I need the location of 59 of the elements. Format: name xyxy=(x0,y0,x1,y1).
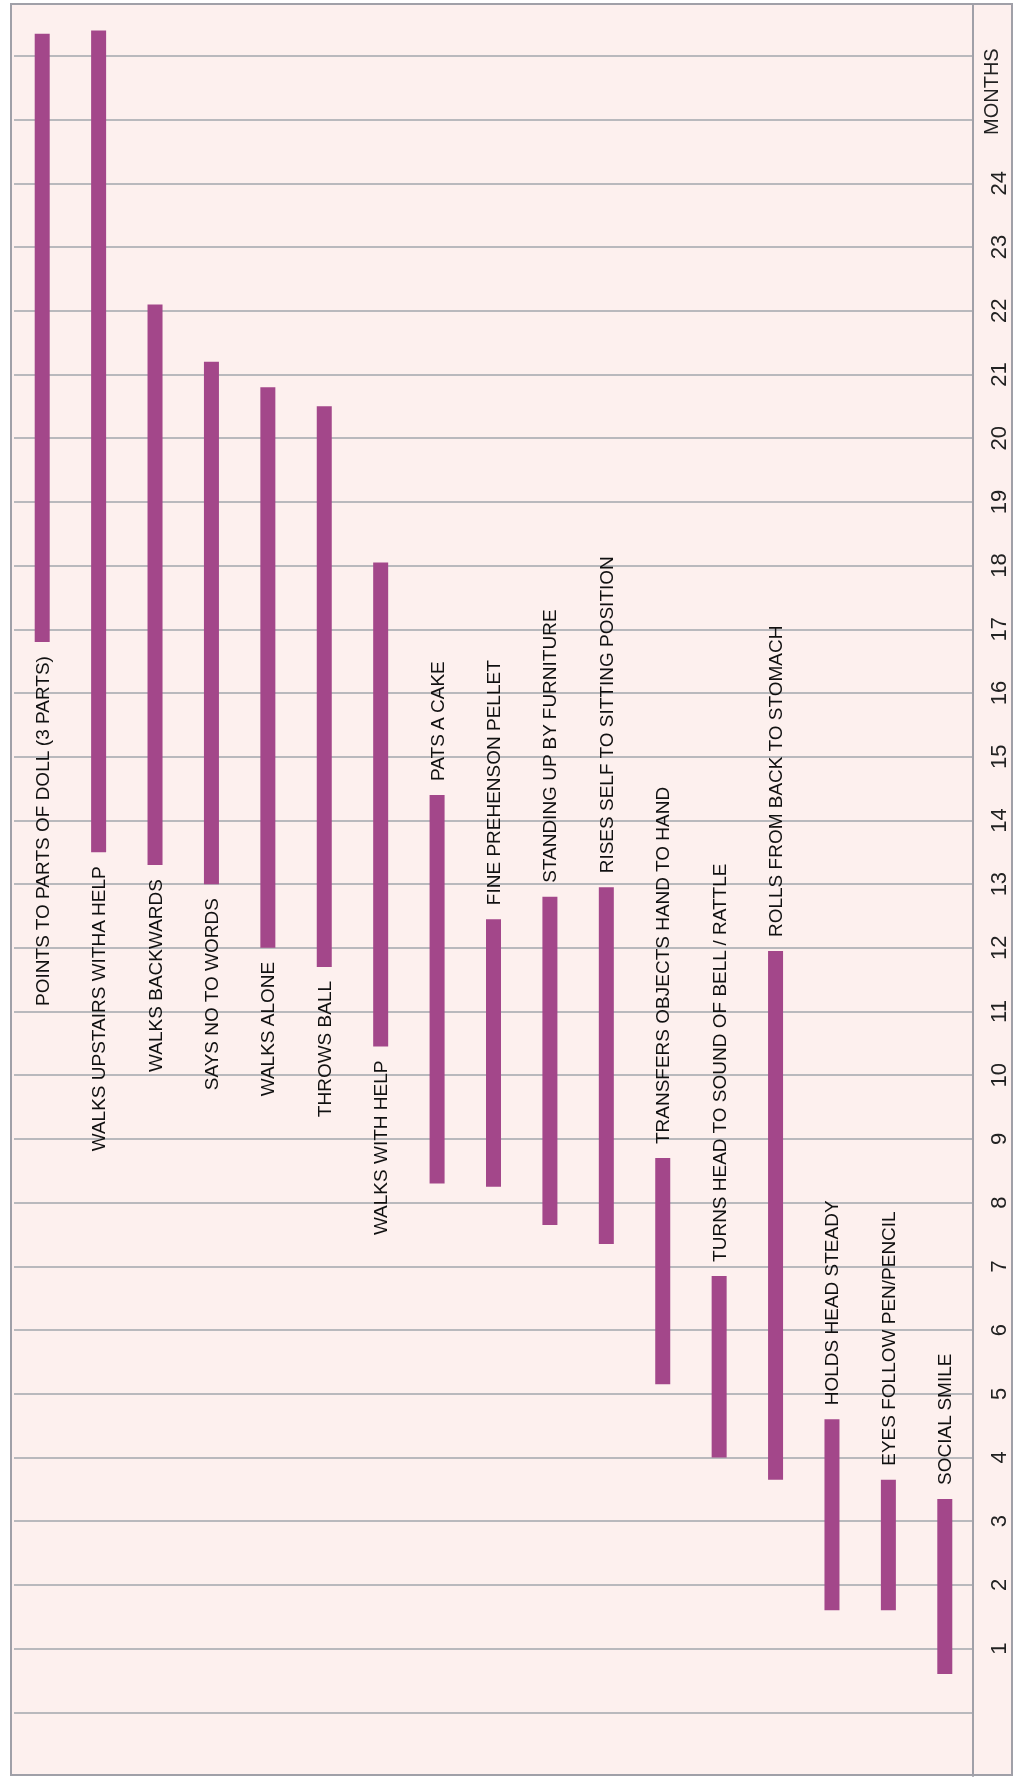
x-tick-label: TRANSFERS OBJECTS HAND TO HAND xyxy=(652,786,674,1145)
y-tick-label: 6 xyxy=(985,1323,1011,1337)
x-tick-label: POINTS TO PARTS OF DOLL (3 PARTS) xyxy=(31,656,53,1006)
y-axis-title: MONTHS xyxy=(980,48,1002,135)
y-tick-label: 19 xyxy=(985,489,1011,515)
x-tick-label: ROLLS FROM BACK TO STOMACH xyxy=(765,625,787,938)
x-tick-label: WALKS BACKWARDS xyxy=(144,879,166,1072)
x-tick-label: TURNS HEAD TO SOUND OF BELL / RATTLE xyxy=(708,863,730,1262)
y-tick-label: 14 xyxy=(985,808,1011,833)
x-tick-label: THROWS BALL xyxy=(313,980,335,1118)
bar xyxy=(880,1479,896,1611)
y-tick-label: 13 xyxy=(985,871,1011,897)
y-tick-label: 17 xyxy=(985,617,1011,642)
y-tick-label: 15 xyxy=(985,744,1011,769)
bar xyxy=(316,406,332,967)
y-tick-label: 22 xyxy=(985,298,1011,324)
y-tick-label: 8 xyxy=(985,1196,1011,1209)
y-tick-label: 11 xyxy=(985,1000,1011,1023)
y-tick-label: 5 xyxy=(985,1387,1011,1400)
bar xyxy=(824,1419,840,1611)
bar xyxy=(373,562,389,1047)
bar xyxy=(486,919,501,1187)
x-tick-label: WALKS ALONE xyxy=(257,961,279,1097)
bar xyxy=(542,896,558,1225)
x-tick-label: WALKS UPSTAIRS WITHA HELP xyxy=(88,866,110,1152)
y-tick-label: 1 xyxy=(985,1642,1011,1655)
bar xyxy=(429,794,445,1184)
x-tick-label: EYES FOLLOW PEN/PENCIL xyxy=(877,1211,899,1466)
y-tick-label: 2 xyxy=(985,1578,1011,1592)
bar xyxy=(147,304,163,866)
bar xyxy=(711,1275,727,1458)
bar xyxy=(655,1158,671,1385)
y-tick-label: 16 xyxy=(985,680,1011,706)
y-tick-label: 20 xyxy=(985,425,1011,451)
y-tick-label: 24 xyxy=(985,171,1011,196)
y-tick-label: 12 xyxy=(985,935,1011,961)
y-tick-label: 3 xyxy=(985,1515,1011,1528)
y-tick-label: 4 xyxy=(985,1451,1011,1464)
x-tick-label: SAYS NO TO WORDS xyxy=(200,898,222,1091)
y-tick-label: 21 xyxy=(985,362,1011,387)
y-tick-label: 7 xyxy=(985,1260,1011,1273)
x-tick-label: SOCIAL SMILE xyxy=(934,1353,956,1485)
x-tick-label: HOLDS HEAD STEADY xyxy=(821,1200,843,1406)
bar xyxy=(937,1498,953,1675)
x-tick-label: FINE PREHENSON PELLET xyxy=(483,659,504,906)
bar xyxy=(768,951,784,1480)
y-tick-label: 9 xyxy=(985,1132,1011,1146)
y-tick-label: 10 xyxy=(985,1063,1011,1088)
y-tick-label: 18 xyxy=(985,553,1011,578)
y-tick-label: 23 xyxy=(985,234,1011,260)
x-tick-label: RISES SELF TO SITTING POSITION xyxy=(595,556,617,874)
bar xyxy=(260,387,276,948)
x-tick-label: WALKS WITH HELP xyxy=(370,1060,392,1236)
bar xyxy=(34,33,50,643)
x-tick-label: PATS A CAKE xyxy=(426,661,448,781)
x-tick-label: STANDING UP BY FURNITURE xyxy=(539,609,561,883)
bar xyxy=(598,887,614,1245)
bar xyxy=(203,361,219,885)
bar xyxy=(91,30,107,853)
